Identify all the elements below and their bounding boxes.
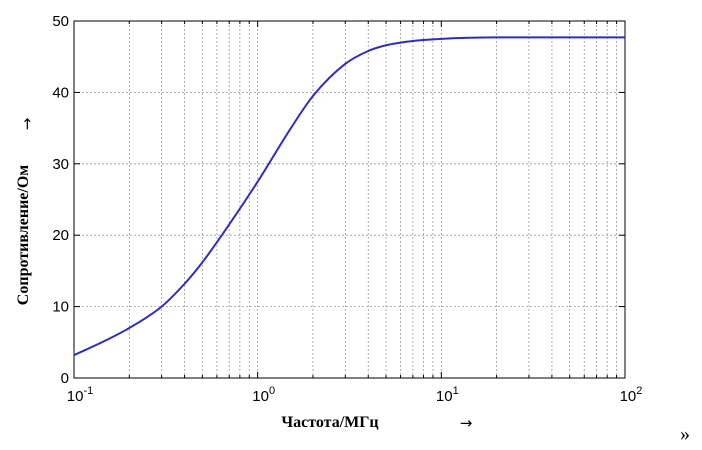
x-tick-label: 10-1 — [67, 385, 93, 405]
axis-ticks — [74, 20, 625, 379]
y-tick-label: 0 — [61, 370, 69, 387]
y-tick-label: 50 — [52, 13, 69, 30]
x-tick-label: 101 — [436, 385, 459, 405]
plot-frame — [73, 20, 626, 379]
y-tick-label: 30 — [52, 156, 69, 173]
y-tick-labels: 0 10 20 30 40 50 — [52, 13, 69, 387]
x-tick-label: 102 — [620, 385, 643, 405]
series-line — [73, 36, 625, 357]
corner-mark: » — [680, 423, 690, 445]
x-tick-label: 100 — [252, 385, 275, 405]
x-tick-labels: 10-1 100 101 102 — [67, 385, 643, 405]
y-tick-label: 10 — [52, 299, 69, 316]
y-axis-title: Сопротивление/Ом — [15, 165, 32, 305]
x-axis-arrow: → — [460, 414, 473, 432]
x-axis-title: Частота/МГц — [281, 414, 378, 431]
y-tick-label: 20 — [52, 227, 69, 244]
y-tick-label: 40 — [52, 84, 69, 101]
grid — [74, 21, 625, 378]
y-axis-arrow: → — [18, 118, 36, 131]
